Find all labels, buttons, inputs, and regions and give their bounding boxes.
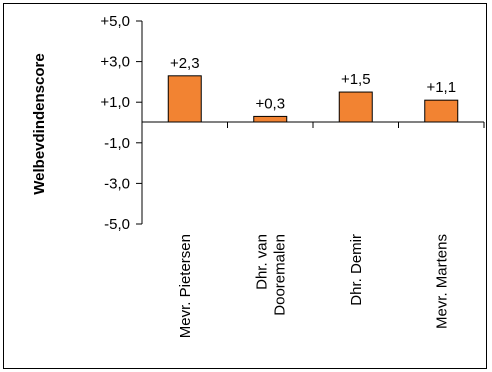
bar (253, 115, 288, 123)
category-label-line: Dooremalen (271, 234, 288, 316)
bar (167, 75, 202, 123)
bars (167, 75, 459, 123)
axes: +5,0 +3,0 +1,0 -1,0 -3,0 -5,0 (100, 13, 485, 233)
y-tick-label: -5,0 (104, 216, 130, 233)
bar (338, 91, 373, 123)
y-tick-label: +5,0 (100, 13, 130, 30)
labels: +2,3 Mevr. Pietersen +0,3 Dhr. van Dooremale… (170, 55, 456, 338)
category-label: Mevr. Martens (433, 234, 450, 329)
data-label: +0,3 (255, 95, 285, 112)
y-tick-label: +3,0 (100, 54, 130, 71)
category-label: Mevr. Pietersen (177, 234, 194, 338)
category-label-line: Dhr. Demir (348, 234, 365, 306)
category-label-line: Dhr. van (253, 234, 270, 290)
category-label: Dhr. van Dooremalen (253, 234, 288, 316)
data-label: +1,1 (426, 79, 456, 96)
bar (424, 99, 459, 123)
y-tick-label: +1,0 (100, 94, 130, 111)
data-label: +2,3 (170, 55, 200, 72)
category-label-line: Mevr. Martens (433, 234, 450, 329)
y-tick-label: -1,0 (104, 135, 130, 152)
chart-frame (3, 3, 487, 369)
y-tick-label: -3,0 (104, 175, 130, 192)
y-axis-title: Welbevdindenscore (31, 53, 48, 194)
data-label: +1,5 (341, 71, 371, 88)
category-label-line: Mevr. Pietersen (177, 234, 194, 338)
category-label: Dhr. Demir (348, 234, 365, 306)
